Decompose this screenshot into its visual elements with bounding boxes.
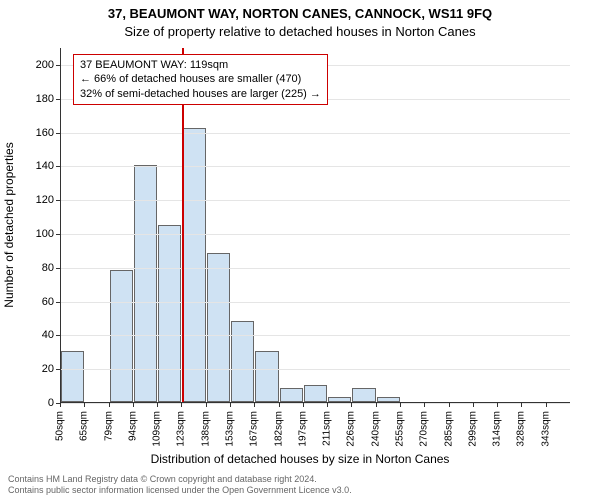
x-axis-label: Distribution of detached houses by size … bbox=[0, 452, 600, 466]
x-tick-label: 138sqm bbox=[200, 411, 211, 447]
x-tick-label: 109sqm bbox=[152, 411, 163, 447]
footer-line1: Contains HM Land Registry data © Crown c… bbox=[8, 474, 352, 485]
x-tick-label: 270sqm bbox=[419, 411, 430, 447]
y-tick-label: 20 bbox=[14, 363, 54, 375]
gridline bbox=[61, 403, 570, 404]
x-tick-label: 211sqm bbox=[322, 411, 333, 446]
x-tick-label: 50sqm bbox=[55, 411, 66, 441]
y-tick-mark bbox=[56, 166, 60, 167]
x-tick-mark bbox=[303, 403, 304, 407]
x-tick-label: 240sqm bbox=[370, 411, 381, 447]
x-tick-mark bbox=[206, 403, 207, 407]
y-tick-label: 80 bbox=[14, 262, 54, 274]
x-tick-mark bbox=[181, 403, 182, 407]
gridline bbox=[61, 302, 570, 303]
x-tick-label: 94sqm bbox=[127, 411, 138, 441]
x-tick-label: 226sqm bbox=[346, 411, 357, 447]
histogram-bar bbox=[280, 388, 303, 402]
gridline bbox=[61, 166, 570, 167]
x-tick-mark bbox=[60, 403, 61, 407]
annotation-box: 37 BEAUMONT WAY: 119sqm ← 66% of detache… bbox=[73, 54, 328, 105]
y-tick-label: 60 bbox=[14, 296, 54, 308]
plot-area: 37 BEAUMONT WAY: 119sqm ← 66% of detache… bbox=[60, 48, 570, 403]
x-tick-label: 65sqm bbox=[79, 411, 90, 441]
x-tick-mark bbox=[351, 403, 352, 407]
x-tick-label: 299sqm bbox=[467, 411, 478, 447]
y-tick-label: 180 bbox=[14, 93, 54, 105]
y-tick-label: 40 bbox=[14, 329, 54, 341]
y-tick-mark bbox=[56, 200, 60, 201]
x-tick-mark bbox=[109, 403, 110, 407]
gridline bbox=[61, 268, 570, 269]
histogram-bar bbox=[377, 397, 400, 402]
x-tick-mark bbox=[497, 403, 498, 407]
y-tick-mark bbox=[56, 302, 60, 303]
y-tick-label: 160 bbox=[14, 127, 54, 139]
histogram-bar bbox=[158, 225, 181, 403]
y-tick-mark bbox=[56, 369, 60, 370]
x-tick-mark bbox=[546, 403, 547, 407]
x-tick-label: 153sqm bbox=[225, 411, 236, 447]
x-tick-mark bbox=[133, 403, 134, 407]
x-tick-mark bbox=[84, 403, 85, 407]
histogram-bar bbox=[182, 128, 205, 402]
x-tick-mark bbox=[521, 403, 522, 407]
x-tick-label: 123sqm bbox=[176, 411, 187, 447]
x-tick-label: 343sqm bbox=[540, 411, 551, 447]
y-tick-mark bbox=[56, 65, 60, 66]
x-tick-mark bbox=[157, 403, 158, 407]
histogram-bar bbox=[231, 321, 254, 402]
y-tick-mark bbox=[56, 268, 60, 269]
x-tick-mark bbox=[254, 403, 255, 407]
x-tick-mark bbox=[376, 403, 377, 407]
x-tick-mark bbox=[230, 403, 231, 407]
gridline bbox=[61, 369, 570, 370]
histogram-bar bbox=[61, 351, 84, 402]
y-tick-mark bbox=[56, 99, 60, 100]
gridline bbox=[61, 200, 570, 201]
annot-line2: ← 66% of detached houses are smaller (47… bbox=[80, 72, 321, 86]
x-tick-label: 79sqm bbox=[103, 411, 114, 441]
x-tick-label: 328sqm bbox=[516, 411, 527, 447]
y-tick-mark bbox=[56, 234, 60, 235]
y-tick-label: 0 bbox=[14, 397, 54, 409]
y-tick-mark bbox=[56, 335, 60, 336]
gridline bbox=[61, 133, 570, 134]
chart-subtitle: Size of property relative to detached ho… bbox=[0, 24, 600, 39]
x-tick-label: 167sqm bbox=[249, 411, 260, 447]
x-tick-label: 314sqm bbox=[492, 411, 503, 447]
x-tick-mark bbox=[400, 403, 401, 407]
histogram-bar bbox=[255, 351, 278, 402]
x-tick-mark bbox=[424, 403, 425, 407]
footer-attribution: Contains HM Land Registry data © Crown c… bbox=[8, 474, 352, 496]
y-tick-label: 200 bbox=[14, 59, 54, 71]
y-tick-label: 140 bbox=[14, 160, 54, 172]
histogram-bar bbox=[207, 253, 230, 402]
x-tick-label: 182sqm bbox=[273, 411, 284, 447]
x-tick-mark bbox=[449, 403, 450, 407]
x-tick-label: 255sqm bbox=[395, 411, 406, 447]
gridline bbox=[61, 234, 570, 235]
annot-line1: 37 BEAUMONT WAY: 119sqm bbox=[80, 58, 321, 72]
y-tick-mark bbox=[56, 133, 60, 134]
x-tick-mark bbox=[279, 403, 280, 407]
chart-container: 37, BEAUMONT WAY, NORTON CANES, CANNOCK,… bbox=[0, 0, 600, 500]
gridline bbox=[61, 335, 570, 336]
x-tick-mark bbox=[327, 403, 328, 407]
chart-title-address: 37, BEAUMONT WAY, NORTON CANES, CANNOCK,… bbox=[0, 6, 600, 21]
x-tick-mark bbox=[473, 403, 474, 407]
x-tick-label: 197sqm bbox=[297, 411, 308, 447]
y-tick-label: 120 bbox=[14, 194, 54, 206]
footer-line2: Contains public sector information licen… bbox=[8, 485, 352, 496]
histogram-bar bbox=[352, 388, 375, 402]
histogram-bar bbox=[304, 385, 327, 402]
annot-line3: 32% of semi-detached houses are larger (… bbox=[80, 87, 321, 101]
histogram-bar bbox=[328, 397, 351, 402]
x-tick-label: 285sqm bbox=[443, 411, 454, 447]
y-tick-label: 100 bbox=[14, 228, 54, 240]
